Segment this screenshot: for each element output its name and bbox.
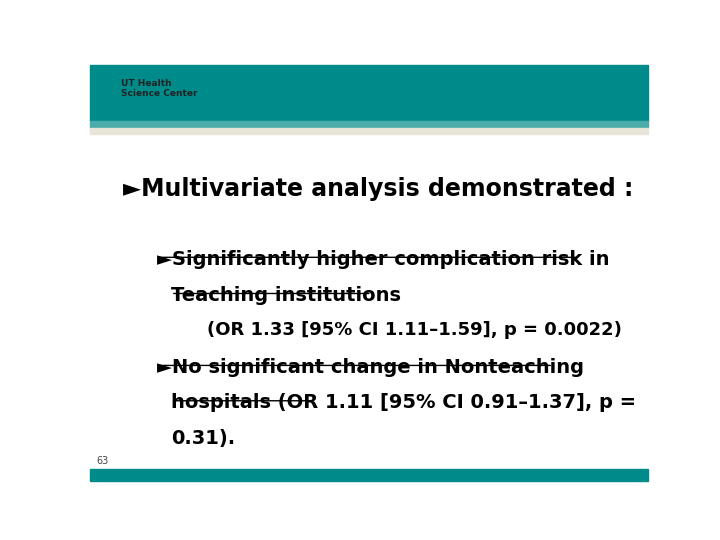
Text: 63: 63 xyxy=(96,456,109,465)
Bar xyxy=(90,121,648,129)
Text: ►Significantly higher complication risk in: ►Significantly higher complication risk … xyxy=(157,250,609,269)
Text: Teaching institutions: Teaching institutions xyxy=(171,286,401,305)
Bar xyxy=(90,129,648,134)
Text: ►Multivariate analysis demonstrated :: ►Multivariate analysis demonstrated : xyxy=(124,177,634,201)
Bar xyxy=(90,65,648,121)
Text: hospitals (OR 1.11 [95% CI 0.91–1.37], p =: hospitals (OR 1.11 [95% CI 0.91–1.37], p… xyxy=(171,393,636,412)
Text: UT Health
Science Center: UT Health Science Center xyxy=(121,79,197,98)
Text: 0.31).: 0.31). xyxy=(171,429,235,448)
Bar xyxy=(90,469,648,481)
Text: (OR 1.33 [95% CI 1.11–1.59], p = 0.0022): (OR 1.33 [95% CI 1.11–1.59], p = 0.0022) xyxy=(182,321,622,339)
Text: ►No significant change in Nonteaching: ►No significant change in Nonteaching xyxy=(157,358,584,377)
